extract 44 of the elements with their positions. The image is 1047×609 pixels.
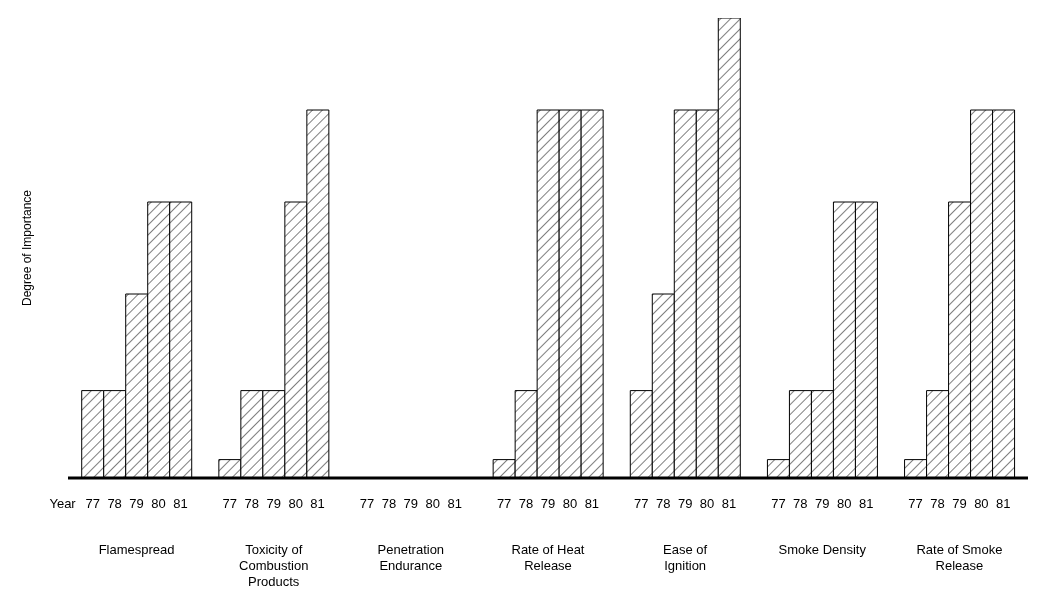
text: 81 [858, 496, 874, 511]
y-axis-title: Degree of Importance [20, 189, 34, 307]
series-label: 77 [85, 496, 100, 511]
text: 81 [310, 496, 325, 511]
text: 80 [836, 496, 852, 511]
text: 78 [518, 496, 534, 511]
text: 77 [222, 496, 238, 511]
series-label: 78 [107, 496, 122, 511]
text: 80 [425, 496, 441, 511]
text: 81 [721, 496, 737, 511]
text: 79 [403, 496, 419, 511]
x-tick-label: Toxicity of Combustion Products [239, 542, 309, 589]
text: 79 [677, 496, 693, 511]
x-tick-label: Smoke Density [778, 542, 867, 557]
text: 80 [699, 496, 715, 511]
series-label: 80 [151, 496, 166, 511]
text: 77 [634, 496, 649, 511]
text: 79 [266, 496, 281, 511]
text: 78 [930, 496, 945, 511]
text: 77 [908, 496, 923, 511]
text: 78 [381, 496, 397, 511]
text: 77 [771, 496, 786, 511]
text: 81 [996, 496, 1011, 511]
text: 80 [562, 496, 578, 511]
text: 79 [952, 496, 967, 511]
series-label: 79 [129, 496, 144, 511]
text: 77 [496, 496, 512, 511]
x-tick-label: Ease of Ignition [663, 542, 708, 573]
text: 79 [540, 496, 556, 511]
x-tick-label: Flamespread [98, 542, 175, 557]
text: 77 [359, 496, 375, 511]
text: 81 [584, 496, 600, 511]
text: 78 [244, 496, 260, 511]
text: 80 [974, 496, 989, 511]
x-axis-title: Year [49, 496, 77, 511]
text: 78 [655, 496, 671, 511]
text: 80 [288, 496, 303, 511]
text: 81 [447, 496, 462, 511]
x-tick-label: Rate of Heat Release [511, 542, 585, 573]
text: 78 [793, 496, 808, 511]
text: 79 [815, 496, 830, 511]
x-tick-label: Penetration Endurance [377, 542, 445, 573]
series-label: 81 [173, 496, 188, 511]
x-tick-label: Rate of Smoke Release [916, 542, 1003, 573]
